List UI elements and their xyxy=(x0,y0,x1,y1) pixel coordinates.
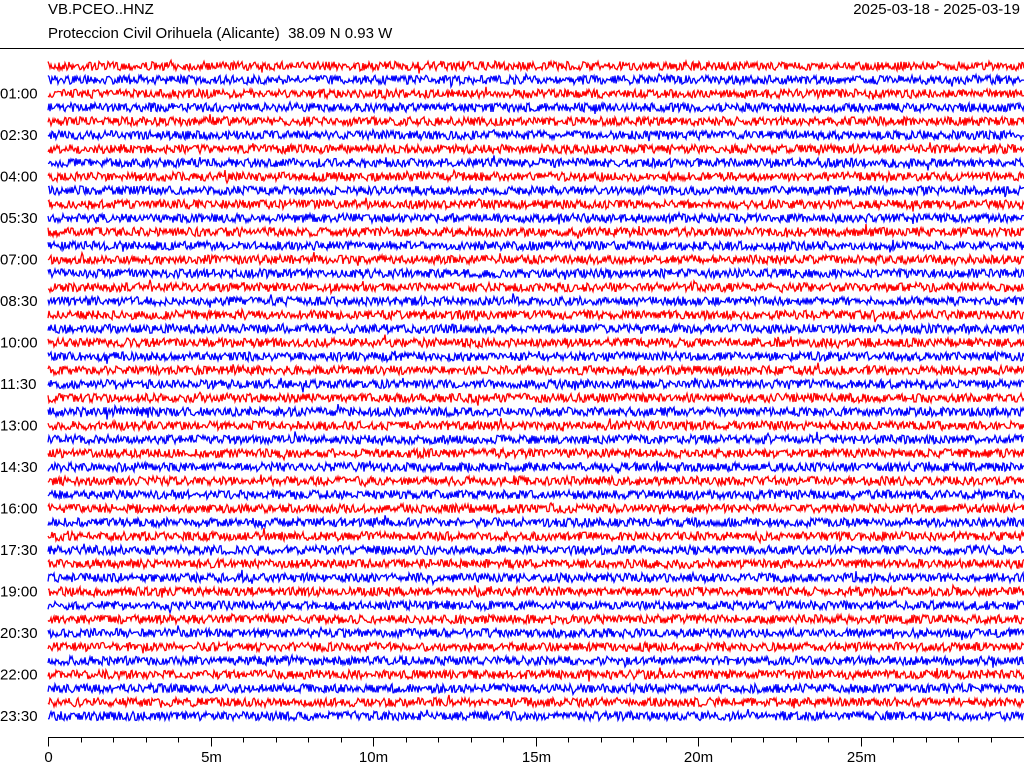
x-tick-label: 15m xyxy=(522,749,551,766)
trace xyxy=(47,127,1024,142)
trace xyxy=(47,708,1024,723)
row-label: 04:00 xyxy=(0,169,38,186)
trace xyxy=(47,543,1024,557)
trace xyxy=(47,583,1024,599)
trace xyxy=(47,349,1024,364)
trace xyxy=(47,71,1024,89)
trace xyxy=(47,210,1024,226)
x-tick-label: 25m xyxy=(847,749,876,766)
trace xyxy=(47,377,1024,393)
trace xyxy=(47,183,1024,198)
trace xyxy=(47,224,1024,239)
x-tick-label: 20m xyxy=(684,749,713,766)
x-tick-label: 5m xyxy=(201,749,222,766)
location: Proteccion Civil Orihuela (Alicante) 38.… xyxy=(48,25,393,42)
trace xyxy=(47,640,1024,654)
row-label: 10:00 xyxy=(0,335,38,352)
trace xyxy=(47,86,1024,101)
trace xyxy=(47,307,1024,323)
trace xyxy=(47,403,1024,420)
trace xyxy=(47,155,1024,171)
trace xyxy=(47,460,1024,474)
trace xyxy=(47,515,1024,531)
row-label: 17:30 xyxy=(0,542,38,559)
row-label: 22:00 xyxy=(0,666,38,683)
trace xyxy=(47,528,1024,545)
trace xyxy=(47,569,1024,587)
row-label: 23:30 xyxy=(0,708,38,725)
trace xyxy=(47,322,1024,336)
row-label: 20:30 xyxy=(0,625,38,642)
row-label: 13:00 xyxy=(0,418,38,435)
trace xyxy=(47,334,1024,350)
trace xyxy=(47,598,1024,615)
row-label: 07:00 xyxy=(0,252,38,269)
trace xyxy=(47,501,1024,516)
x-tick-label: 0 xyxy=(44,749,52,766)
trace xyxy=(47,473,1024,488)
trace xyxy=(47,250,1024,268)
trace xyxy=(47,694,1024,710)
trace xyxy=(47,625,1024,641)
trace xyxy=(47,362,1024,378)
row-label: 14:30 xyxy=(0,459,38,476)
trace xyxy=(47,667,1024,682)
trace xyxy=(47,58,1024,74)
trace xyxy=(47,681,1024,697)
trace xyxy=(47,556,1024,571)
row-label: 16:00 xyxy=(0,501,38,518)
row-label: 05:30 xyxy=(0,210,38,227)
trace xyxy=(47,612,1024,627)
trace xyxy=(47,100,1024,115)
trace xyxy=(47,168,1024,185)
trace xyxy=(47,142,1024,157)
trace xyxy=(47,238,1024,253)
row-label: 02:30 xyxy=(0,127,38,144)
trace xyxy=(47,266,1024,281)
trace xyxy=(47,653,1024,669)
x-tick-label: 10m xyxy=(359,749,388,766)
trace xyxy=(47,278,1024,296)
trace xyxy=(47,487,1024,503)
station: VB.PCEO..HNZ xyxy=(48,1,154,18)
date-range: 2025-03-18 - 2025-03-19 xyxy=(853,1,1020,18)
trace xyxy=(47,446,1024,462)
trace xyxy=(47,197,1024,212)
trace xyxy=(47,431,1024,447)
trace xyxy=(47,390,1024,406)
row-label: 19:00 xyxy=(0,584,38,601)
row-label: 11:30 xyxy=(0,376,36,393)
trace xyxy=(47,293,1024,309)
row-label: 01:00 xyxy=(0,86,38,103)
trace xyxy=(47,417,1024,433)
row-label: 08:30 xyxy=(0,293,38,310)
trace xyxy=(47,114,1024,129)
